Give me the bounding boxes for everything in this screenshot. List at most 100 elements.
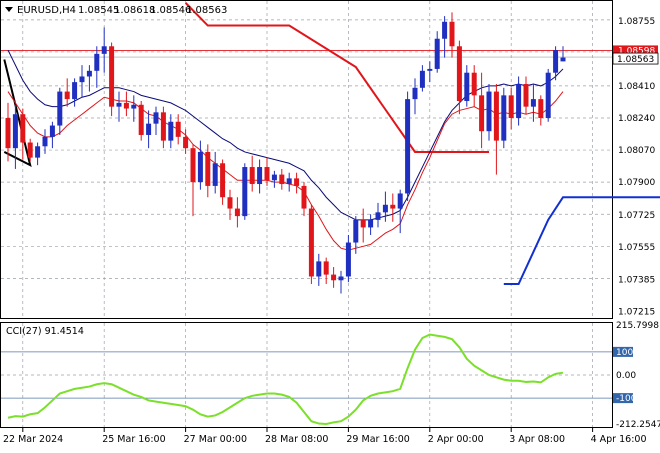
candle[interactable] xyxy=(382,191,388,222)
candle[interactable] xyxy=(368,214,374,235)
candle[interactable] xyxy=(516,76,522,126)
candle-body xyxy=(501,95,507,141)
candle[interactable] xyxy=(493,84,499,175)
candle[interactable] xyxy=(20,108,26,160)
candle[interactable] xyxy=(153,106,159,135)
candle[interactable] xyxy=(257,159,263,194)
candle[interactable] xyxy=(242,163,248,220)
candle[interactable] xyxy=(345,234,351,283)
candle[interactable] xyxy=(301,182,307,217)
candle[interactable] xyxy=(175,114,181,145)
candle[interactable] xyxy=(123,91,129,117)
candle[interactable] xyxy=(279,168,285,190)
candle[interactable] xyxy=(86,65,92,92)
candle-body xyxy=(123,102,129,109)
dropdown-triangle-icon[interactable] xyxy=(5,7,13,12)
candle-body xyxy=(101,46,107,54)
candle[interactable] xyxy=(427,61,433,83)
candle[interactable] xyxy=(323,257,329,285)
candle[interactable] xyxy=(523,76,529,115)
candle[interactable] xyxy=(72,78,78,107)
candle[interactable] xyxy=(27,138,33,162)
candle[interactable] xyxy=(101,27,107,73)
candle[interactable] xyxy=(316,253,322,286)
cci-panel-frame xyxy=(0,322,613,428)
candle-body xyxy=(212,163,218,186)
candle[interactable] xyxy=(12,104,18,169)
candle[interactable] xyxy=(419,65,425,92)
candle[interactable] xyxy=(360,208,366,243)
time-label: 27 Mar 00:00 xyxy=(184,434,247,445)
candle[interactable] xyxy=(294,172,300,194)
candle-body xyxy=(338,276,344,281)
candle[interactable] xyxy=(501,87,507,149)
candle-body xyxy=(94,53,100,71)
candle[interactable] xyxy=(138,101,144,141)
price-tick-label: 1.07555 xyxy=(618,243,655,253)
candle[interactable] xyxy=(94,46,100,88)
candle[interactable] xyxy=(479,72,485,149)
candle[interactable] xyxy=(212,151,218,194)
candle-body xyxy=(72,82,78,100)
candle[interactable] xyxy=(412,78,418,115)
candle[interactable] xyxy=(508,87,514,130)
candle[interactable] xyxy=(405,91,411,202)
candle[interactable] xyxy=(168,114,174,149)
candle[interactable] xyxy=(227,189,233,220)
candle[interactable] xyxy=(220,159,226,205)
candle-body xyxy=(486,91,492,132)
candle[interactable] xyxy=(286,172,292,192)
candle[interactable] xyxy=(308,204,314,285)
candle[interactable] xyxy=(249,155,255,192)
candle-body xyxy=(57,91,63,126)
candle[interactable] xyxy=(397,189,403,234)
candle[interactable] xyxy=(49,121,55,149)
candle[interactable] xyxy=(205,144,211,198)
candle[interactable] xyxy=(64,78,70,107)
candle[interactable] xyxy=(160,106,166,149)
candle[interactable] xyxy=(464,65,470,107)
candle[interactable] xyxy=(183,129,189,154)
candle-body xyxy=(20,114,26,143)
header-high: 1.08618 xyxy=(114,5,155,16)
candle[interactable] xyxy=(471,65,477,107)
candle[interactable] xyxy=(560,46,566,62)
candle[interactable] xyxy=(331,267,337,288)
candle[interactable] xyxy=(116,91,122,122)
candle[interactable] xyxy=(434,31,440,73)
candle[interactable] xyxy=(234,197,240,228)
candle[interactable] xyxy=(353,216,359,254)
candle[interactable] xyxy=(264,157,270,186)
candle[interactable] xyxy=(271,170,277,188)
candle[interactable] xyxy=(442,16,448,58)
candle[interactable] xyxy=(545,68,551,122)
candle-body xyxy=(234,208,240,217)
candle[interactable] xyxy=(109,42,115,117)
candle-body xyxy=(86,70,92,77)
candle[interactable] xyxy=(449,12,455,58)
candle[interactable] xyxy=(456,40,462,115)
candle[interactable] xyxy=(79,65,85,98)
candle-body xyxy=(382,204,388,213)
candle[interactable] xyxy=(538,95,544,126)
candle[interactable] xyxy=(553,46,559,81)
candle[interactable] xyxy=(338,270,344,294)
candle-series[interactable] xyxy=(5,12,566,294)
candle[interactable] xyxy=(375,202,381,228)
candle[interactable] xyxy=(190,144,196,217)
candle[interactable] xyxy=(530,84,536,122)
candle[interactable] xyxy=(5,102,11,162)
candle[interactable] xyxy=(35,142,41,166)
candle-body xyxy=(79,76,85,83)
candle-body xyxy=(175,121,181,137)
candle[interactable] xyxy=(146,110,152,149)
candle[interactable] xyxy=(486,84,492,141)
candle[interactable] xyxy=(131,95,137,122)
candle[interactable] xyxy=(390,193,396,222)
price-tick-label: 1.08070 xyxy=(618,146,655,156)
candle[interactable] xyxy=(42,129,48,154)
candle[interactable] xyxy=(197,140,203,190)
candle[interactable] xyxy=(57,87,63,135)
